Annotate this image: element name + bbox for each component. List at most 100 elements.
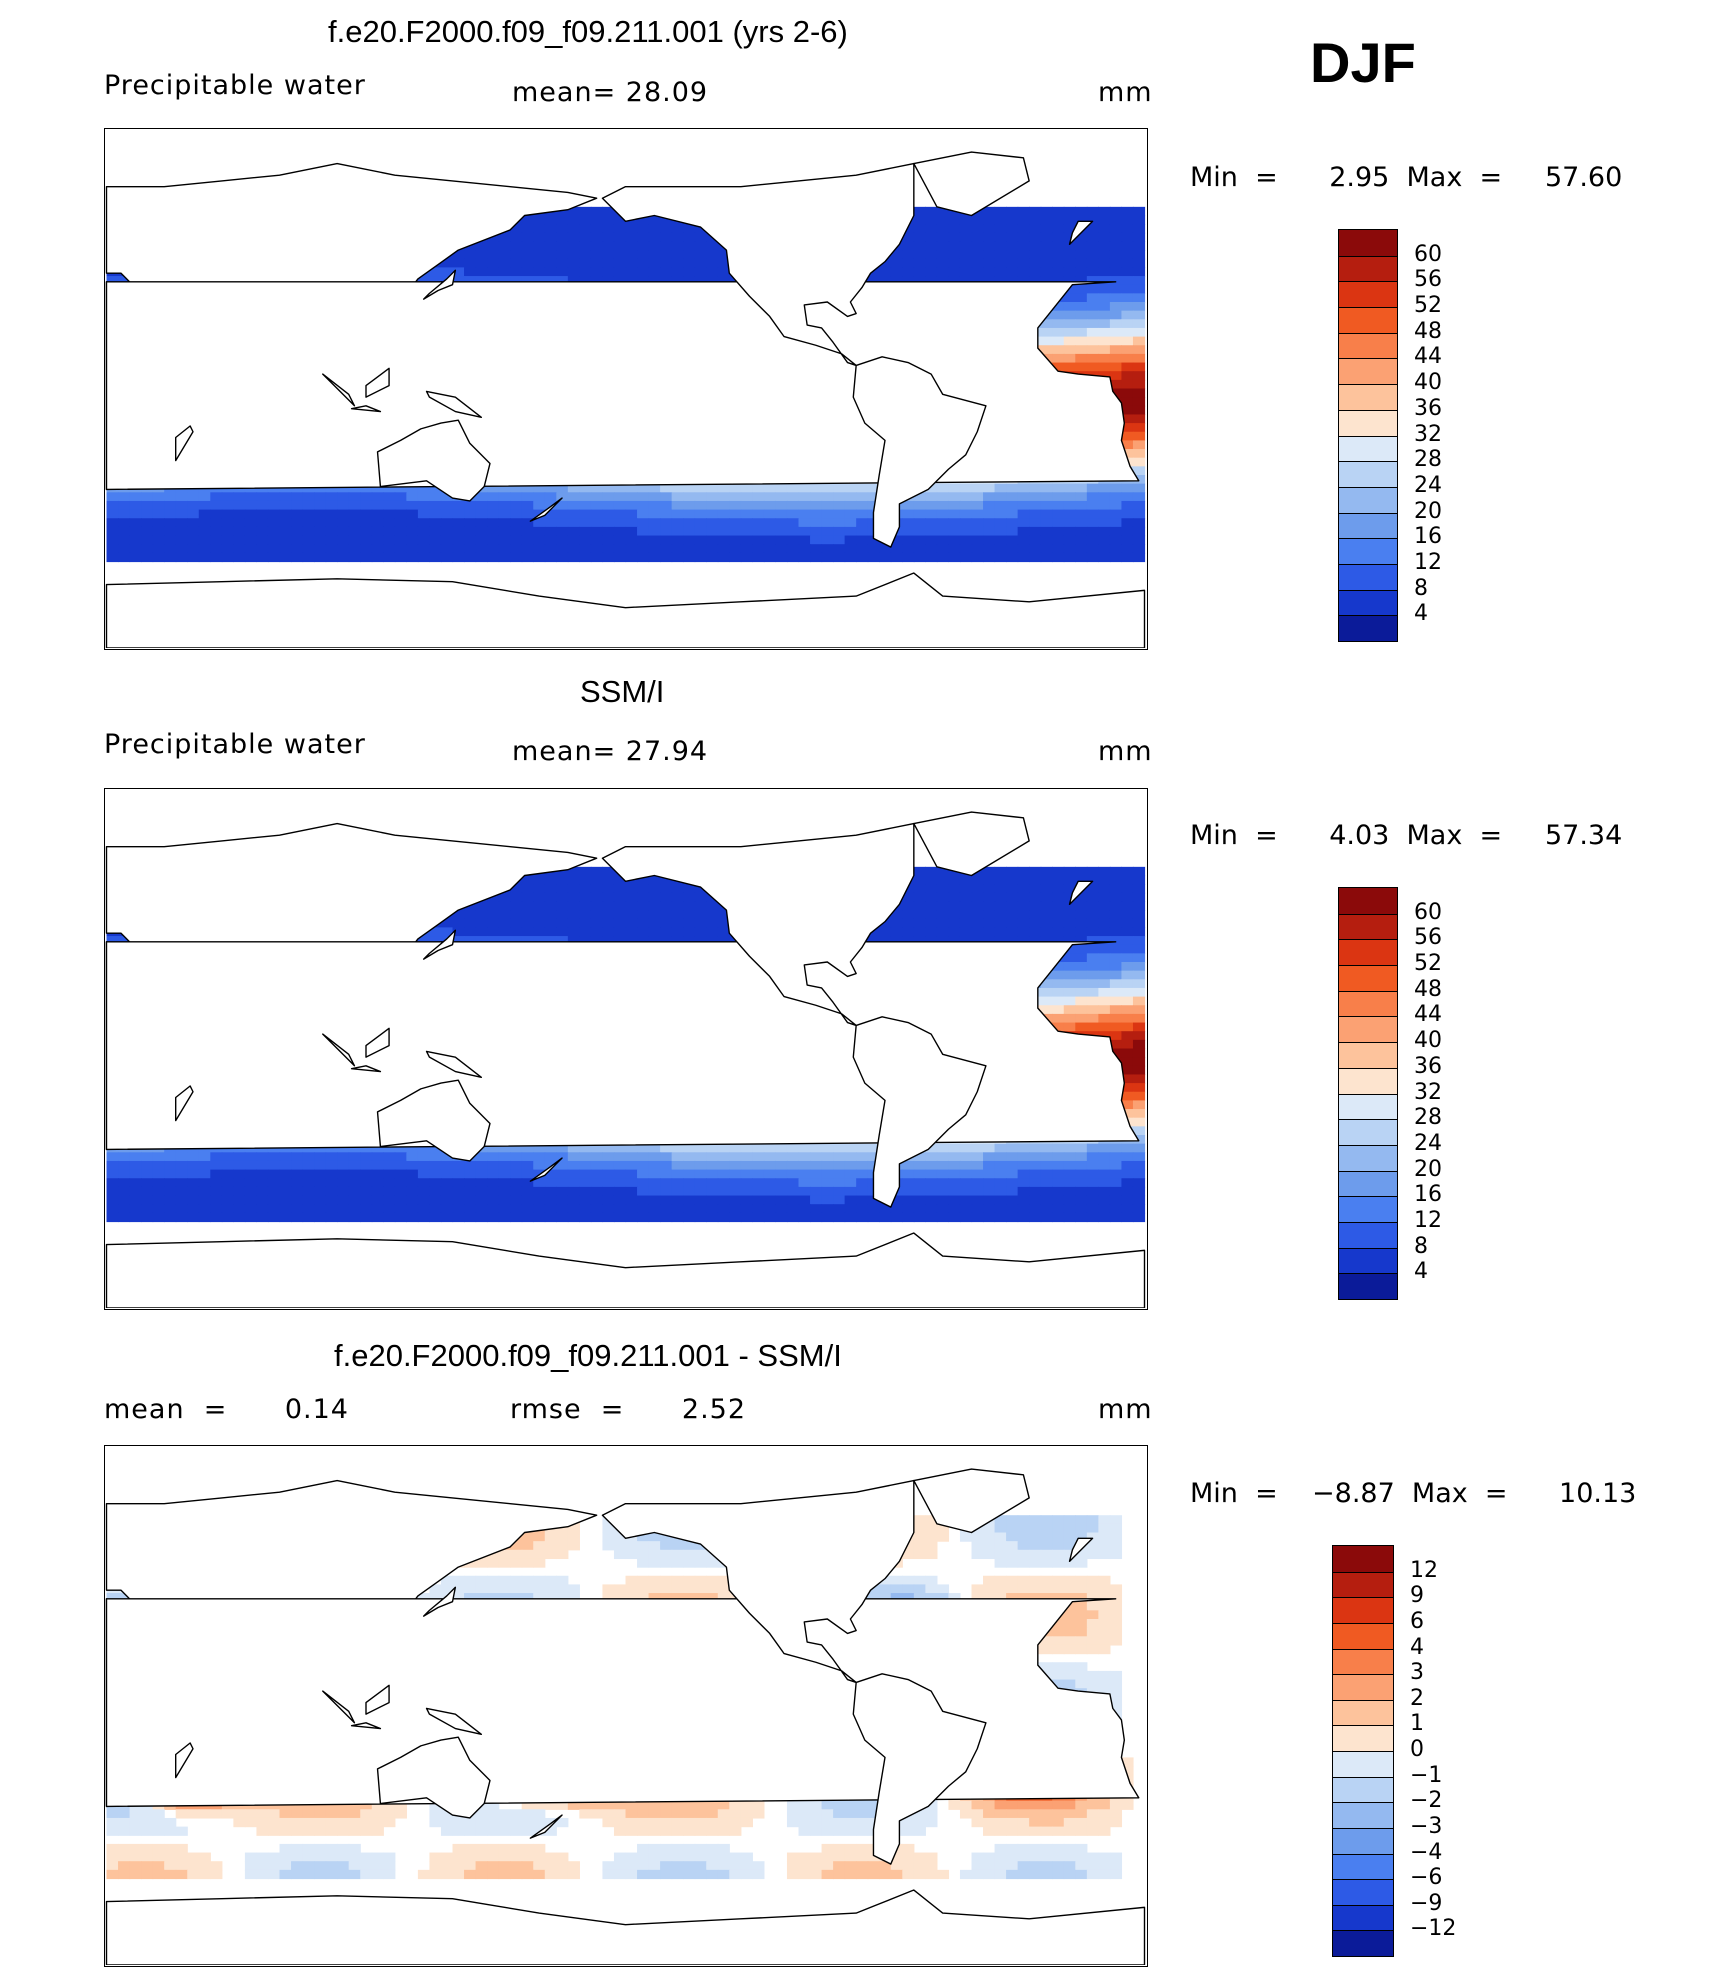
continent-australia bbox=[376, 1736, 491, 1819]
colorbar-segment bbox=[1339, 409, 1397, 436]
colorbar-tick-label: 4 bbox=[1414, 1259, 1428, 1285]
land-mask bbox=[105, 811, 1146, 1308]
colorbar-tick-label: 52 bbox=[1414, 293, 1442, 319]
panel-left-label-model: Precipitable water bbox=[104, 70, 366, 101]
colorbar-tick-label: 12 bbox=[1410, 1557, 1438, 1583]
continent-greenland bbox=[913, 811, 1030, 877]
colorbar-segment bbox=[1339, 888, 1397, 914]
colorbar-segment bbox=[1339, 1093, 1397, 1120]
colorbar-segment bbox=[1339, 512, 1397, 539]
continent-africaW bbox=[105, 1598, 1140, 1808]
colorbar-segment bbox=[1339, 307, 1397, 333]
colorbar-diff bbox=[1332, 1545, 1394, 1957]
colorbar-segment bbox=[1339, 332, 1397, 359]
colorbar-tick-label: −3 bbox=[1410, 1813, 1443, 1839]
colorbar-tick-label: 12 bbox=[1414, 549, 1442, 575]
colorbar-tick-label: −9 bbox=[1410, 1890, 1443, 1916]
colorbar-tick-label: 16 bbox=[1414, 524, 1442, 550]
colorbar-tick-label: 4 bbox=[1410, 1634, 1424, 1660]
continent-antarctica bbox=[105, 1889, 1146, 1965]
island bbox=[322, 1690, 356, 1724]
colorbar-tick-label: 44 bbox=[1414, 344, 1442, 370]
colorbar-segment bbox=[1339, 563, 1397, 590]
continent-africaW bbox=[105, 281, 1140, 491]
colorbar-segment bbox=[1333, 1597, 1393, 1623]
colorbar-segment bbox=[1339, 939, 1397, 966]
colorbar-segment bbox=[1339, 358, 1397, 385]
island bbox=[1068, 220, 1094, 246]
season-label: DJF bbox=[1310, 31, 1416, 94]
colorbar-tick-label: 60 bbox=[1414, 241, 1442, 267]
continent-greenland bbox=[913, 1468, 1030, 1534]
colorbar-segment bbox=[1333, 1648, 1393, 1675]
colorbar-tick-label: 24 bbox=[1414, 472, 1442, 498]
colorbar-tick-label: 48 bbox=[1414, 976, 1442, 1002]
panel-mean-obs: mean= 27.94 bbox=[512, 736, 709, 767]
colorbar-tick-label: 12 bbox=[1414, 1207, 1442, 1233]
island bbox=[322, 1033, 356, 1067]
colorbar-tick-label: 6 bbox=[1410, 1608, 1424, 1634]
island bbox=[175, 1085, 194, 1122]
colorbar-segment bbox=[1333, 1904, 1393, 1931]
island bbox=[425, 1050, 483, 1079]
colorbar-tick-label: 56 bbox=[1414, 267, 1442, 293]
colorbar-tick-label: 0 bbox=[1410, 1737, 1424, 1762]
colorbar-tick-label: 20 bbox=[1414, 1156, 1442, 1182]
island bbox=[422, 929, 457, 960]
continent-africaW bbox=[105, 941, 1140, 1151]
map-diff bbox=[104, 1445, 1148, 1967]
continent-antarctica bbox=[105, 572, 1146, 648]
colorbar-segment bbox=[1333, 1546, 1393, 1572]
panel-minmax-diff: Min = −8.87 Max = 10.13 bbox=[1190, 1478, 1637, 1509]
colorbar-segment bbox=[1339, 1067, 1397, 1094]
island bbox=[529, 497, 563, 522]
colorbar-tick-label: 52 bbox=[1414, 951, 1442, 977]
colorbar-tick-label: 4 bbox=[1414, 601, 1428, 627]
colorbar-tick-label: 24 bbox=[1414, 1130, 1442, 1156]
panel-title-obs: SSM/I bbox=[580, 674, 665, 709]
colorbar-tick-label: 32 bbox=[1414, 1079, 1442, 1105]
colorbar-segment bbox=[1339, 1196, 1397, 1222]
colorbar-segment bbox=[1339, 913, 1397, 940]
island bbox=[365, 367, 390, 398]
island bbox=[422, 269, 457, 300]
continent-australia bbox=[376, 1079, 491, 1162]
colorbar-segment bbox=[1339, 461, 1397, 487]
island bbox=[365, 1684, 390, 1715]
island bbox=[175, 1742, 194, 1779]
island bbox=[529, 1814, 563, 1839]
colorbar-segment bbox=[1339, 486, 1397, 513]
colorbar-segment bbox=[1339, 1119, 1397, 1145]
colorbar-segment bbox=[1333, 1802, 1393, 1828]
colorbar-segment bbox=[1333, 1930, 1393, 1956]
colorbar-obs bbox=[1338, 887, 1398, 1300]
colorbar-tick-label: 8 bbox=[1414, 575, 1428, 601]
colorbar-tick-label: 20 bbox=[1414, 498, 1442, 524]
panel-title-model: f.e20.F2000.f09_f09.211.001 (yrs 2-6) bbox=[328, 14, 848, 49]
continent-namerica bbox=[601, 1479, 915, 1684]
colorbar-segment bbox=[1333, 1674, 1393, 1700]
colorbar-segment bbox=[1339, 1170, 1397, 1197]
colorbar-segment bbox=[1339, 230, 1397, 256]
panel-minmax-obs: Min = 4.03 Max = 57.34 bbox=[1190, 820, 1623, 851]
colorbar-segment bbox=[1339, 435, 1397, 462]
colorbar-tick-label: 28 bbox=[1414, 1105, 1442, 1131]
colorbar-tick-label: 56 bbox=[1414, 925, 1442, 951]
panel-units-diff: mm bbox=[1098, 1394, 1153, 1425]
panel-units-model: mm bbox=[1098, 77, 1153, 108]
continent-greenland bbox=[913, 151, 1030, 217]
colorbar-tick-label: 36 bbox=[1414, 1053, 1442, 1079]
colorbar-segment bbox=[1333, 1879, 1393, 1905]
colorbar-tick-label: 48 bbox=[1414, 318, 1442, 344]
colorbar-segment bbox=[1339, 615, 1397, 641]
colorbar-tick-label: 32 bbox=[1414, 421, 1442, 447]
land-mask bbox=[105, 1468, 1146, 1965]
colorbar-segment bbox=[1339, 1016, 1397, 1043]
colorbar-segment bbox=[1339, 255, 1397, 282]
continent-australia bbox=[376, 419, 491, 502]
island bbox=[322, 373, 356, 407]
island bbox=[1068, 1537, 1094, 1563]
island bbox=[529, 1157, 563, 1182]
colorbar-tick-label: 16 bbox=[1414, 1182, 1442, 1208]
colorbar-segment bbox=[1339, 965, 1397, 991]
